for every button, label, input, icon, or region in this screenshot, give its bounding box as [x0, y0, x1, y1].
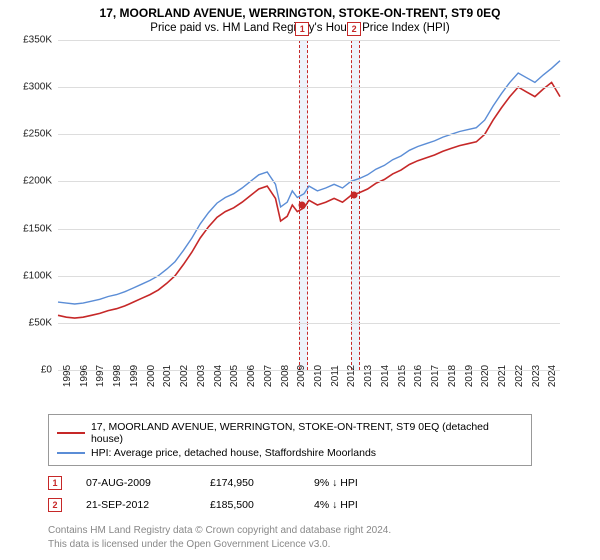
- line-svg: [58, 40, 560, 370]
- transaction-marker: 2: [48, 498, 62, 512]
- y-axis-label: £150K: [23, 223, 52, 234]
- transaction-change: 4% ↓ HPI: [314, 499, 414, 511]
- y-axis-label: £350K: [23, 35, 52, 46]
- transaction-price: £185,500: [210, 499, 290, 511]
- x-axis-label: 2002: [179, 365, 190, 387]
- transaction-point: [351, 192, 358, 199]
- gridline: [58, 229, 560, 230]
- x-axis-label: 1997: [95, 365, 106, 387]
- band-marker: 1: [295, 22, 309, 36]
- transaction-date: 07-AUG-2009: [86, 477, 186, 489]
- y-axis-label: £0: [41, 365, 52, 376]
- transaction-row: 1 07-AUG-2009 £174,950 9% ↓ HPI: [48, 472, 600, 494]
- x-axis-label: 2007: [263, 365, 274, 387]
- y-axis-label: £100K: [23, 270, 52, 281]
- transaction-date: 21-SEP-2012: [86, 499, 186, 511]
- x-axis-label: 1999: [129, 365, 140, 387]
- gridline: [58, 323, 560, 324]
- plot-region: [58, 40, 560, 370]
- x-axis-label: 1995: [62, 365, 73, 387]
- x-axis-label: 2006: [246, 365, 257, 387]
- y-axis-label: £300K: [23, 82, 52, 93]
- x-axis-label: 2010: [313, 365, 324, 387]
- legend-label: HPI: Average price, detached house, Staf…: [91, 447, 376, 459]
- series-line-property: [58, 82, 560, 318]
- x-axis-label: 1996: [79, 365, 90, 387]
- footer-line-1: Contains HM Land Registry data © Crown c…: [48, 524, 600, 538]
- transaction-table: 1 07-AUG-2009 £174,950 9% ↓ HPI 2 21-SEP-2012…: [48, 472, 600, 516]
- x-axis-label: 2022: [514, 365, 525, 387]
- transaction-marker: 1: [48, 476, 62, 490]
- gridline: [58, 181, 560, 182]
- footer-attribution: Contains HM Land Registry data © Crown c…: [48, 524, 600, 551]
- x-axis-label: 2004: [213, 365, 224, 387]
- x-axis-label: 1998: [112, 365, 123, 387]
- x-axis-label: 2018: [447, 365, 458, 387]
- x-axis-label: 2020: [480, 365, 491, 387]
- legend-swatch: [57, 432, 85, 434]
- x-axis-label: 2008: [280, 365, 291, 387]
- chart-area: £0 £50K £100K £150K £200K £250K £300K £350K 1995…: [10, 38, 570, 408]
- transaction-price: £174,950: [210, 477, 290, 489]
- footer-line-2: This data is licensed under the Open Gov…: [48, 538, 600, 552]
- x-axis-label: 2013: [363, 365, 374, 387]
- x-axis-label: 2019: [464, 365, 475, 387]
- legend-item: 17, MOORLAND AVENUE, WERRINGTON, STOKE-O…: [57, 420, 523, 446]
- x-axis-label: 2011: [330, 365, 341, 387]
- x-axis-label: 2017: [430, 365, 441, 387]
- band-marker: 2: [347, 22, 361, 36]
- legend-label: 17, MOORLAND AVENUE, WERRINGTON, STOKE-O…: [91, 421, 523, 445]
- y-axis-label: £50K: [29, 317, 52, 328]
- legend-box: 17, MOORLAND AVENUE, WERRINGTON, STOKE-O…: [48, 414, 532, 466]
- x-axis-label: 2015: [397, 365, 408, 387]
- gridline: [58, 276, 560, 277]
- x-axis-label: 2000: [146, 365, 157, 387]
- gridline: [58, 40, 560, 41]
- x-axis-label: 2014: [380, 365, 391, 387]
- chart-title: 17, MOORLAND AVENUE, WERRINGTON, STOKE-O…: [0, 0, 600, 20]
- legend-item: HPI: Average price, detached house, Staf…: [57, 446, 523, 460]
- transaction-row: 2 21-SEP-2012 £185,500 4% ↓ HPI: [48, 494, 600, 516]
- transaction-point: [299, 202, 306, 209]
- x-axis-label: 2021: [497, 365, 508, 387]
- x-axis-label: 2023: [531, 365, 542, 387]
- chart-container: 17, MOORLAND AVENUE, WERRINGTON, STOKE-O…: [0, 0, 600, 560]
- x-axis-label: 2009: [296, 365, 307, 387]
- x-axis-label: 2012: [346, 365, 357, 387]
- x-axis-label: 2001: [162, 365, 173, 387]
- gridline: [58, 134, 560, 135]
- y-axis-label: £200K: [23, 176, 52, 187]
- x-axis-label: 2003: [196, 365, 207, 387]
- legend-swatch: [57, 452, 85, 453]
- x-axis-label: 2024: [547, 365, 558, 387]
- y-axis-label: £250K: [23, 129, 52, 140]
- x-axis-label: 2005: [229, 365, 240, 387]
- gridline: [58, 87, 560, 88]
- transaction-change: 9% ↓ HPI: [314, 477, 414, 489]
- x-axis-label: 2016: [413, 365, 424, 387]
